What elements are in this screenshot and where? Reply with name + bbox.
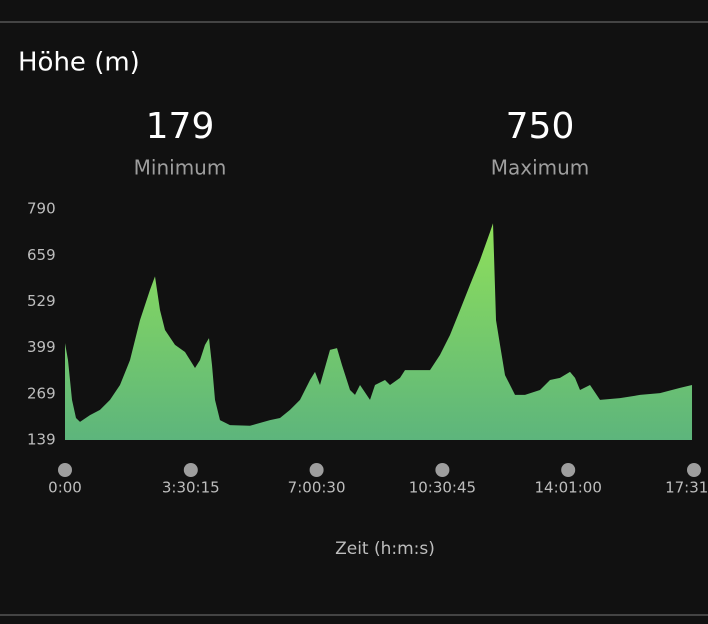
x-axis-label: Zeit (h:m:s) [335,539,435,559]
stat-label: Minimum [134,156,227,180]
stat-value: 179 [146,106,215,147]
x-tick-dot [183,463,198,477]
x-tick-dot [561,463,576,477]
y-tick-label: 399 [27,338,56,356]
y-tick-label: 659 [27,246,56,264]
x-tick-label: 7:00:30 [288,479,346,497]
stat-value: 750 [506,106,575,147]
y-tick-label: 139 [27,431,56,449]
chart-title: Höhe (m) [18,48,140,78]
stat-label: Maximum [491,156,590,180]
x-tick-label: 17:31:1 [665,479,708,497]
x-tick-label: 14:01:00 [535,479,602,497]
x-tick-label: 10:30:45 [409,479,476,497]
y-tick-label: 529 [27,292,56,310]
x-tick-dot [435,463,450,477]
x-tick-dot [687,463,701,477]
x-tick-label: 3:30:15 [162,479,220,497]
elevation-area [65,223,693,440]
x-tick-label: 0:00 [48,479,82,497]
x-tick-dot [58,463,72,477]
y-tick-label: 269 [27,384,56,402]
x-tick-dot [309,463,324,477]
y-tick-label: 790 [27,200,56,218]
